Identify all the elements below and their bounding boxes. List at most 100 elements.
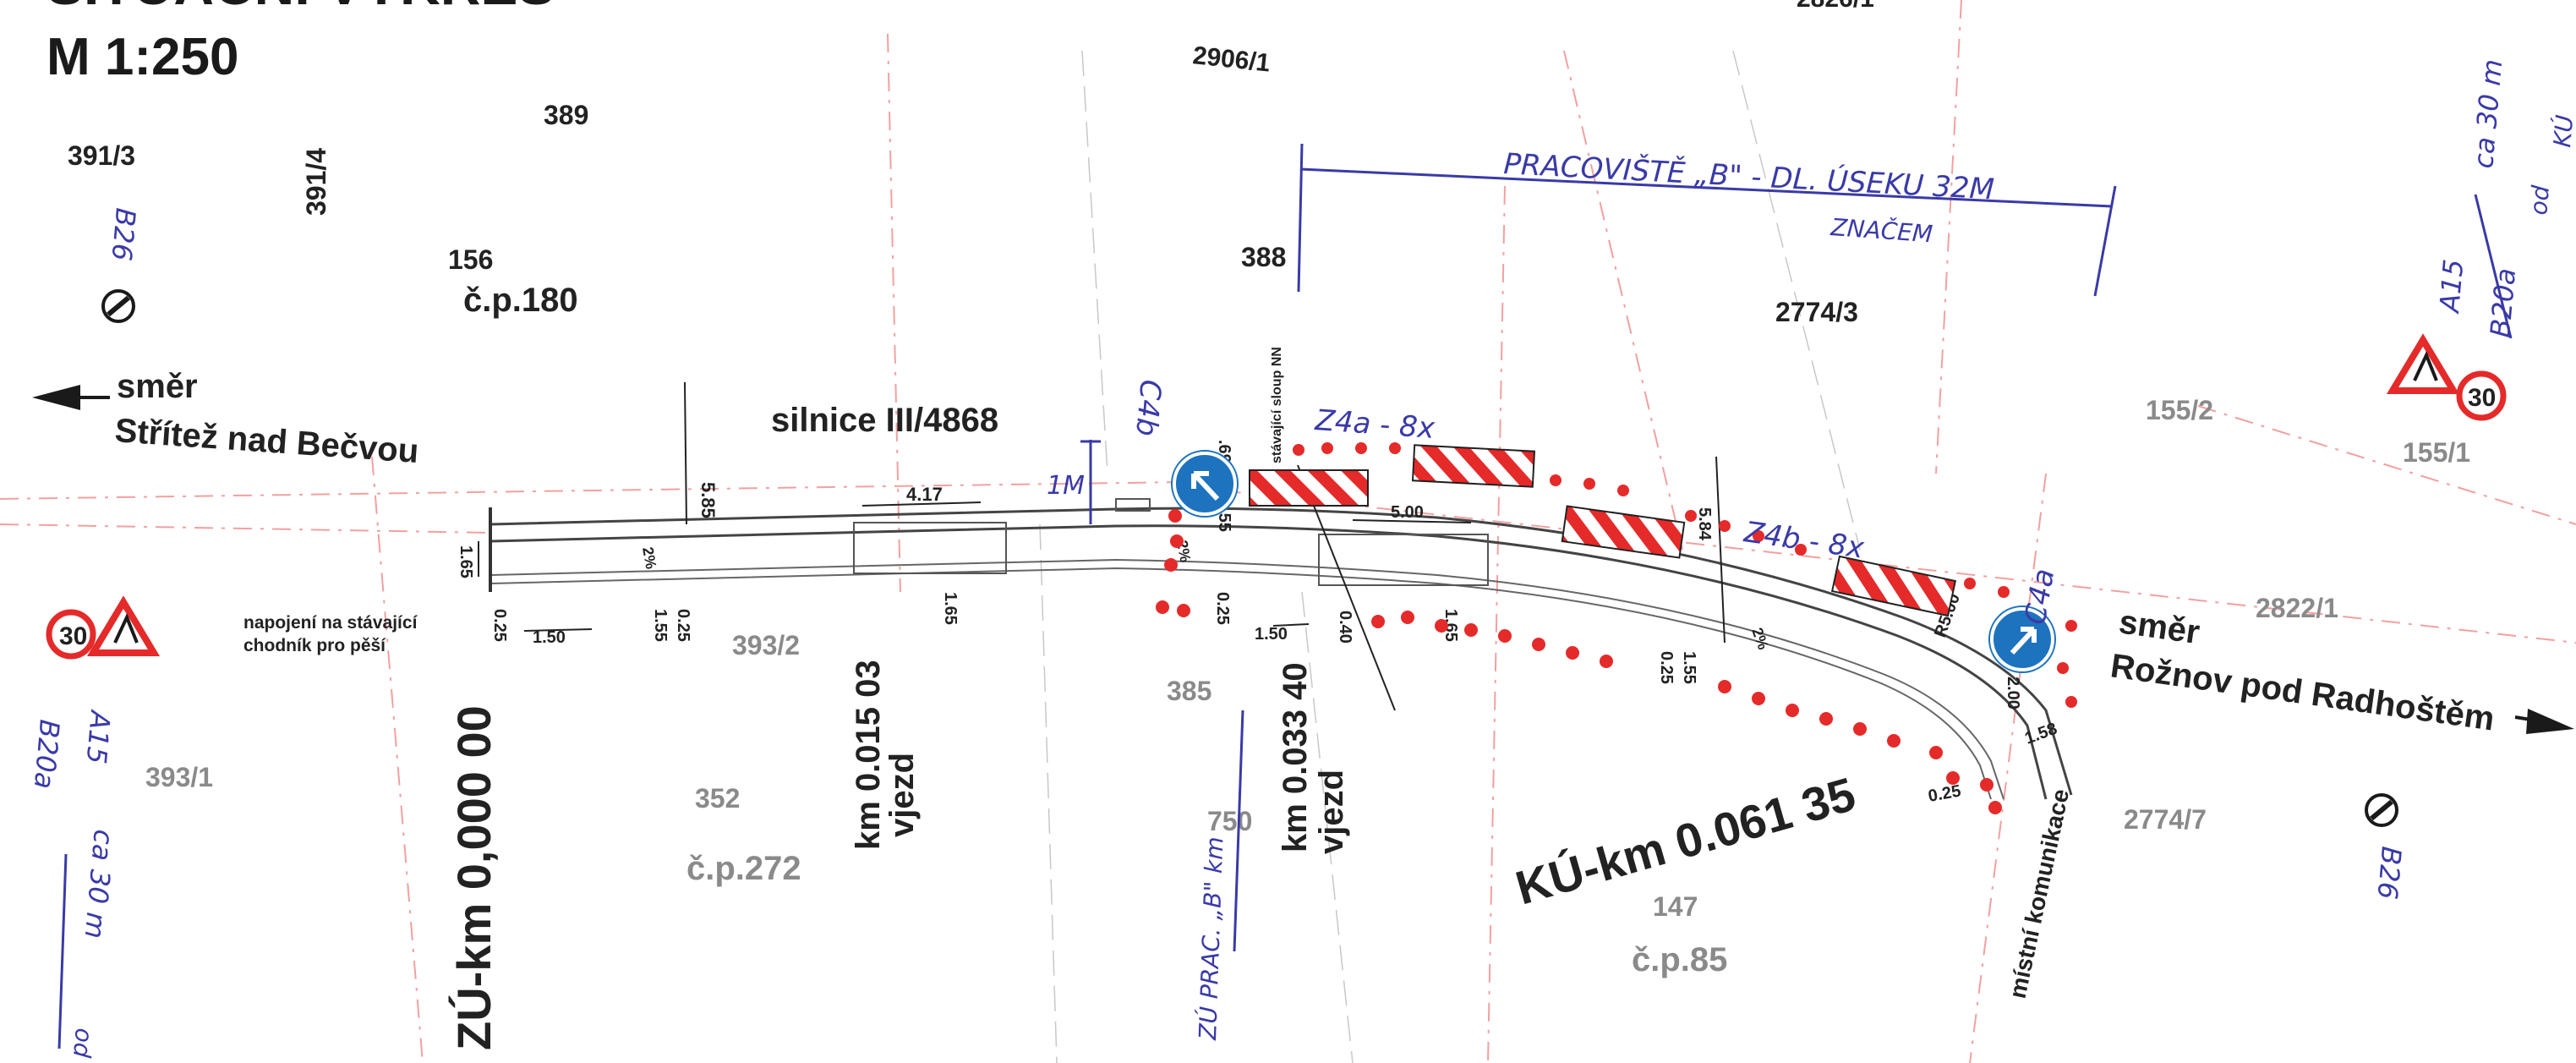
handwritten-ca30-left: ca 30 m	[79, 828, 120, 940]
barrier-2	[1411, 444, 1536, 488]
parcel-750: 750	[1207, 806, 1252, 836]
dim-1-65-b: 1.65	[941, 592, 960, 625]
parcel-2906-1: 2906/1	[1191, 41, 1272, 77]
parcel-147: 147	[1653, 891, 1698, 922]
dim-0-25-a: 0.25	[490, 609, 509, 642]
direction-east: směr Rožnov pod Radhoštěm	[2108, 603, 2574, 738]
handwritten-b26-left: B26	[106, 206, 142, 262]
direction-west-word: směr	[117, 368, 198, 405]
arrow-east-icon	[2526, 709, 2574, 734]
barrier-4	[1830, 555, 1957, 617]
cadastral-lines-gray	[1039, 50, 1861, 1063]
station-entry1-word: vjezd	[883, 753, 921, 837]
road-name: silnice III/4868	[771, 402, 998, 439]
dim-1-50-a: 1.50	[533, 628, 566, 647]
handwritten-a15-left: A15	[80, 708, 117, 765]
sign-c4b	[1171, 450, 1239, 518]
sidewalk-note-line2: chodník pro pěší	[243, 636, 386, 655]
dim-1-50-b: 1.50	[1255, 625, 1288, 644]
dim-1-55-a: 1.55	[651, 609, 670, 642]
speed-limit-left-icon	[46, 609, 96, 660]
dim-1-65-c: 1.65	[1441, 609, 1460, 642]
handwritten-od-left: od	[68, 1027, 98, 1059]
speed-limit-right-icon	[2456, 370, 2507, 421]
dim-5-84: 5.84	[1695, 507, 1714, 541]
station-entry2-km: km 0.033 40	[1277, 662, 1314, 852]
parcel-352: 352	[695, 783, 740, 814]
signs-right: 30	[2386, 333, 2507, 421]
dim-1-58: 1.58	[2022, 720, 2059, 748]
parcel-393-2: 393/2	[732, 630, 800, 660]
dim-0-40: 0.40	[1336, 611, 1354, 644]
parcel-2826-1: 2826/1	[1797, 0, 1874, 13]
keep-left-arrow-icon	[1191, 471, 1220, 501]
sign-c4a	[1988, 605, 2056, 673]
parcel-156: 156	[448, 244, 493, 275]
station-entry2-word: vjezd	[1313, 770, 1350, 854]
dim-0-25-e: 0.25	[1927, 781, 1962, 805]
handwritten-marked: ZNAČEM	[1829, 212, 1934, 248]
house-number-85: č.p.85	[1632, 941, 1727, 978]
handwritten-ku-right: KÚ	[2547, 113, 2576, 148]
speed-limit-left-value: 30	[59, 622, 87, 650]
handwritten-b20a-left: B20a	[28, 718, 66, 790]
handwritten-b26-right: B26	[2371, 845, 2408, 901]
parcel-2822-1: 2822/1	[2256, 593, 2338, 623]
dim-0-25-b: 0.25	[674, 609, 692, 642]
slope-2pct-c: 2%	[1748, 626, 1772, 652]
dim-2-00: 2.00	[2004, 677, 2022, 710]
speed-limit-right-value: 30	[2468, 384, 2496, 412]
handwritten-c4a: C4a	[2018, 566, 2061, 627]
handwritten-z4b: Z4b - 8x	[1742, 515, 1867, 566]
house-number-180: č.p.180	[463, 282, 578, 319]
signs-left: 30	[46, 595, 161, 660]
handwritten-z4a: Z4a - 8x	[1313, 403, 1436, 446]
barrier-3	[1561, 505, 1686, 559]
handwritten-ca30-right: ca 30 m	[2467, 58, 2508, 169]
entrance-outlines	[853, 498, 1489, 586]
handwritten-workplace: PRACOVIŠTĚ „B" - DL. ÚSEKU 32M	[1503, 146, 1995, 206]
direction-east-word: směr	[2117, 603, 2202, 651]
parcel-155-2: 155/2	[2146, 395, 2213, 425]
local-road-label: místní komunikace	[2004, 786, 2075, 1000]
station-entry1-km: km 0.015 03	[850, 660, 887, 850]
workplace-bracket	[57, 143, 2513, 1049]
handwritten-zu-prac: ZÚ PRAC. „B" km	[1193, 836, 1228, 1041]
b26-left-sign	[101, 289, 135, 323]
slope-2pct-a: 2%	[639, 545, 659, 570]
parcel-2774-3: 2774/3	[1775, 297, 1858, 327]
direction-west-place: Střítež nad Bečvou	[113, 412, 419, 470]
house-number-272: č.p.272	[686, 850, 801, 887]
dim-5-00: 5.00	[1391, 503, 1424, 522]
sidewalk-note-line1: napojení na stávající	[243, 613, 418, 633]
pole-label: stávající sloup NN	[1270, 347, 1284, 463]
keep-right-arrow-icon	[2010, 627, 2037, 655]
parcel-388: 388	[1241, 242, 1286, 272]
parcel-2774-7: 2774/7	[2124, 804, 2207, 835]
parcel-155-1: 155/1	[2403, 437, 2470, 468]
parcel-391-4: 391/4	[301, 148, 331, 216]
barrier-1	[1249, 469, 1369, 507]
drawing-title: SITUAČNÍ VÝKRES	[46, 0, 555, 16]
b26-right-sign	[2365, 793, 2398, 827]
direction-west: směr Střítež nad Bečvou	[32, 368, 420, 470]
drawing-scale: M 1:250	[46, 28, 238, 86]
parcel-385: 385	[1167, 676, 1211, 706]
dim-1-65-a: 1.65	[457, 545, 475, 578]
direction-east-place: Rožnov pod Radhoštěm	[2108, 647, 2497, 737]
cones	[1156, 442, 2077, 814]
dimension-lines	[478, 381, 1726, 711]
station-start: ZÚ-km 0,000 00	[447, 705, 500, 1050]
barriers	[1249, 444, 1957, 617]
handwritten-a15-right: A15	[2433, 258, 2469, 315]
arrow-west-icon	[32, 385, 80, 410]
parcel-393-1: 393/1	[145, 762, 213, 792]
dim-5-85: 5.85	[697, 482, 719, 518]
handwritten-b20a-right: B20a	[2484, 266, 2522, 338]
dim-4-17: 4.17	[906, 484, 943, 505]
handwritten-od-right: od	[2524, 184, 2555, 216]
dim-1-55-c: 1.55	[1680, 651, 1698, 684]
dim-0-25-c: 0.25	[1213, 592, 1232, 625]
